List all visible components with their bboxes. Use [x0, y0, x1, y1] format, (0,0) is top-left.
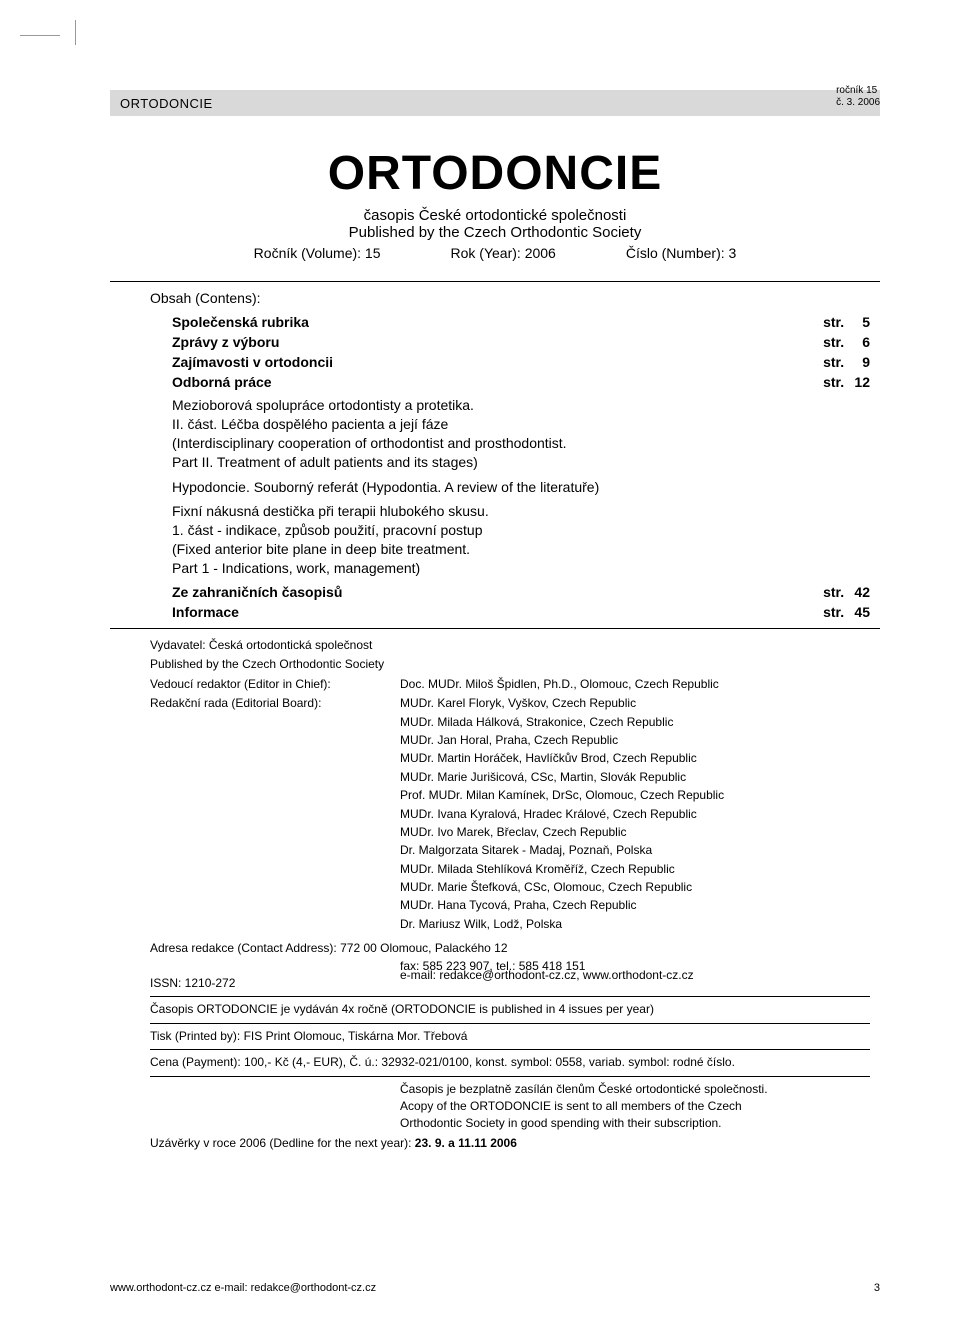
toc-row: Zprávy z výboru str. 6 [172, 334, 870, 350]
publisher-en: Published by the Czech Orthodontic Socie… [150, 656, 870, 673]
contact-block: Adresa redakce (Contact Address): 772 00… [150, 940, 870, 992]
masthead-volume: Ročník (Volume): 15 [254, 245, 381, 261]
deadline-row: Uzávěrky v roce 2006 (Dedline for the ne… [150, 1135, 870, 1152]
free-copy-3: Orthodontic Society in good spending wit… [400, 1115, 870, 1132]
divider-inline-4 [150, 1076, 870, 1077]
toc-page: str. 5 [823, 314, 870, 330]
divider-top [110, 281, 880, 282]
board-member: MUDr. Martin Horáček, Havlíčkův Brod, Cz… [400, 750, 870, 767]
masthead-number: Číslo (Number): 3 [626, 245, 736, 261]
table-of-contents: Obsah (Contens): Společenská rubrika str… [150, 290, 870, 620]
free-copy-2: Acopy of the ORTODONCIE is sent to all m… [400, 1098, 870, 1115]
masthead-year: Rok (Year): 2006 [451, 245, 556, 261]
board-member: MUDr. Marie Štefková, CSc, Olomouc, Czec… [400, 879, 870, 896]
board-member: MUDr. Ivana Kyralová, Hradec Králové, Cz… [400, 806, 870, 823]
toc-page: str. 42 [823, 584, 870, 600]
board-list: MUDr. Karel Floryk, Vyškov, Czech Republ… [400, 695, 870, 934]
issue-info: ročník 15 č. 3. 2006 [836, 85, 880, 109]
toc-page: str. 9 [823, 354, 870, 370]
contact-email: e-mail: redakce@orthodont-cz.cz, www.ort… [400, 967, 870, 984]
board-member: Dr. Mariusz Wilk, Lodž, Polska [400, 916, 870, 933]
toc-article-2: Hypodoncie. Souborný referát (Hypodontia… [172, 478, 870, 497]
page-number: 3 [874, 1282, 880, 1294]
board-member: MUDr. Marie Jurišicová, CSc, Martin, Slo… [400, 769, 870, 786]
toc-page: str. 12 [823, 374, 870, 390]
board-member: MUDr. Karel Floryk, Vyškov, Czech Republ… [400, 695, 870, 712]
toc-label: Společenská rubrika [172, 314, 309, 330]
divider-inline-1 [150, 996, 870, 997]
toc-row: Zajímavosti v ortodoncii str. 9 [172, 354, 870, 370]
payment-info: Cena (Payment): 100,- Kč (4,- EUR), Č. ú… [150, 1054, 870, 1071]
free-copy-1: Časopis je bezplatně zasílán členům Česk… [400, 1081, 870, 1098]
editor-label: Vedoucí redaktor (Editor in Chief): [150, 676, 400, 693]
masthead-title: ORTODONCIE [110, 146, 880, 201]
masthead-subtitle-en: Published by the Czech Orthodontic Socie… [110, 224, 880, 241]
editor-value: Doc. MUDr. Miloš Špidlen, Ph.D., Olomouc… [400, 676, 870, 693]
printed-by: Tisk (Printed by): FIS Print Olomouc, Ti… [150, 1028, 870, 1045]
toc-label: Ze zahraničních časopisů [172, 584, 342, 600]
board-member: MUDr. Ivo Marek, Břeclav, Czech Republic [400, 824, 870, 841]
toc-row: Odborná práce str. 12 [172, 374, 870, 390]
board-member: MUDr. Milada Stehlíková Kroměříž, Czech … [400, 861, 870, 878]
board-label: Redakční rada (Editorial Board): [150, 695, 400, 934]
board-member: MUDr. Hana Tycová, Praha, Czech Republic [400, 897, 870, 914]
toc-heading: Obsah (Contens): [150, 290, 870, 306]
page-footer: www.orthodont-cz.cz e-mail: redakce@orth… [110, 1282, 880, 1294]
masthead-subtitle-cz: časopis České ortodontické společnosti [110, 207, 880, 224]
footer-contact: www.orthodont-cz.cz e-mail: redakce@orth… [110, 1282, 376, 1294]
crop-marks [20, 20, 80, 50]
issue-volume: ročník 15 [836, 85, 880, 97]
toc-article-1: Mezioborová spolupráce ortodontisty a pr… [172, 396, 870, 472]
toc-page: str. 45 [823, 604, 870, 620]
publisher-cz: Vydavatel: Česká ortodontická společnost [150, 637, 870, 654]
toc-label: Zajímavosti v ortodoncii [172, 354, 333, 370]
toc-label: Zprávy z výboru [172, 334, 279, 350]
contact-address: Adresa redakce (Contact Address): 772 00… [150, 940, 870, 957]
masthead-meta-row: Ročník (Volume): 15 Rok (Year): 2006 Čís… [110, 245, 880, 261]
issue-number: č. 3. 2006 [836, 97, 880, 109]
toc-article-3: Fixní nákusná destička při terapii hlubo… [172, 502, 870, 578]
board-member: MUDr. Milada Hálková, Strakonice, Czech … [400, 714, 870, 731]
board-member: Dr. Malgorzata Sitarek - Madaj, Poznaň, … [400, 842, 870, 859]
editorial-board: Redakční rada (Editorial Board): MUDr. K… [150, 695, 870, 934]
publication-info: Vydavatel: Česká ortodontická společnost… [150, 637, 870, 1152]
deadline-label: Uzávěrky v roce 2006 (Dedline for the ne… [150, 1136, 415, 1150]
divider-mid [110, 628, 880, 629]
toc-row: Informace str. 45 [172, 604, 870, 620]
journal-short-name: ORTODONCIE [120, 96, 213, 111]
toc-page: str. 6 [823, 334, 870, 350]
free-copy-block: Časopis je bezplatně zasílán členům Česk… [150, 1081, 870, 1133]
toc-label: Odborná práce [172, 374, 272, 390]
issn: ISSN: 1210-272 [150, 975, 400, 992]
toc-label: Informace [172, 604, 239, 620]
editor-row: Vedoucí redaktor (Editor in Chief): Doc.… [150, 676, 870, 693]
divider-inline-3 [150, 1049, 870, 1050]
masthead: ORTODONCIE časopis České ortodontické sp… [110, 146, 880, 261]
toc-row: Společenská rubrika str. 5 [172, 314, 870, 330]
deadline-value: 23. 9. a 11.11 2006 [415, 1136, 517, 1150]
board-member: Prof. MUDr. Milan Kamínek, DrSc, Olomouc… [400, 787, 870, 804]
divider-inline-2 [150, 1023, 870, 1024]
publication-frequency: Časopis ORTODONCIE je vydáván 4x ročně (… [150, 1001, 870, 1018]
toc-row: Ze zahraničních časopisů str. 42 [172, 584, 870, 600]
header-bar: ORTODONCIE [110, 90, 880, 116]
board-member: MUDr. Jan Horal, Praha, Czech Republic [400, 732, 870, 749]
